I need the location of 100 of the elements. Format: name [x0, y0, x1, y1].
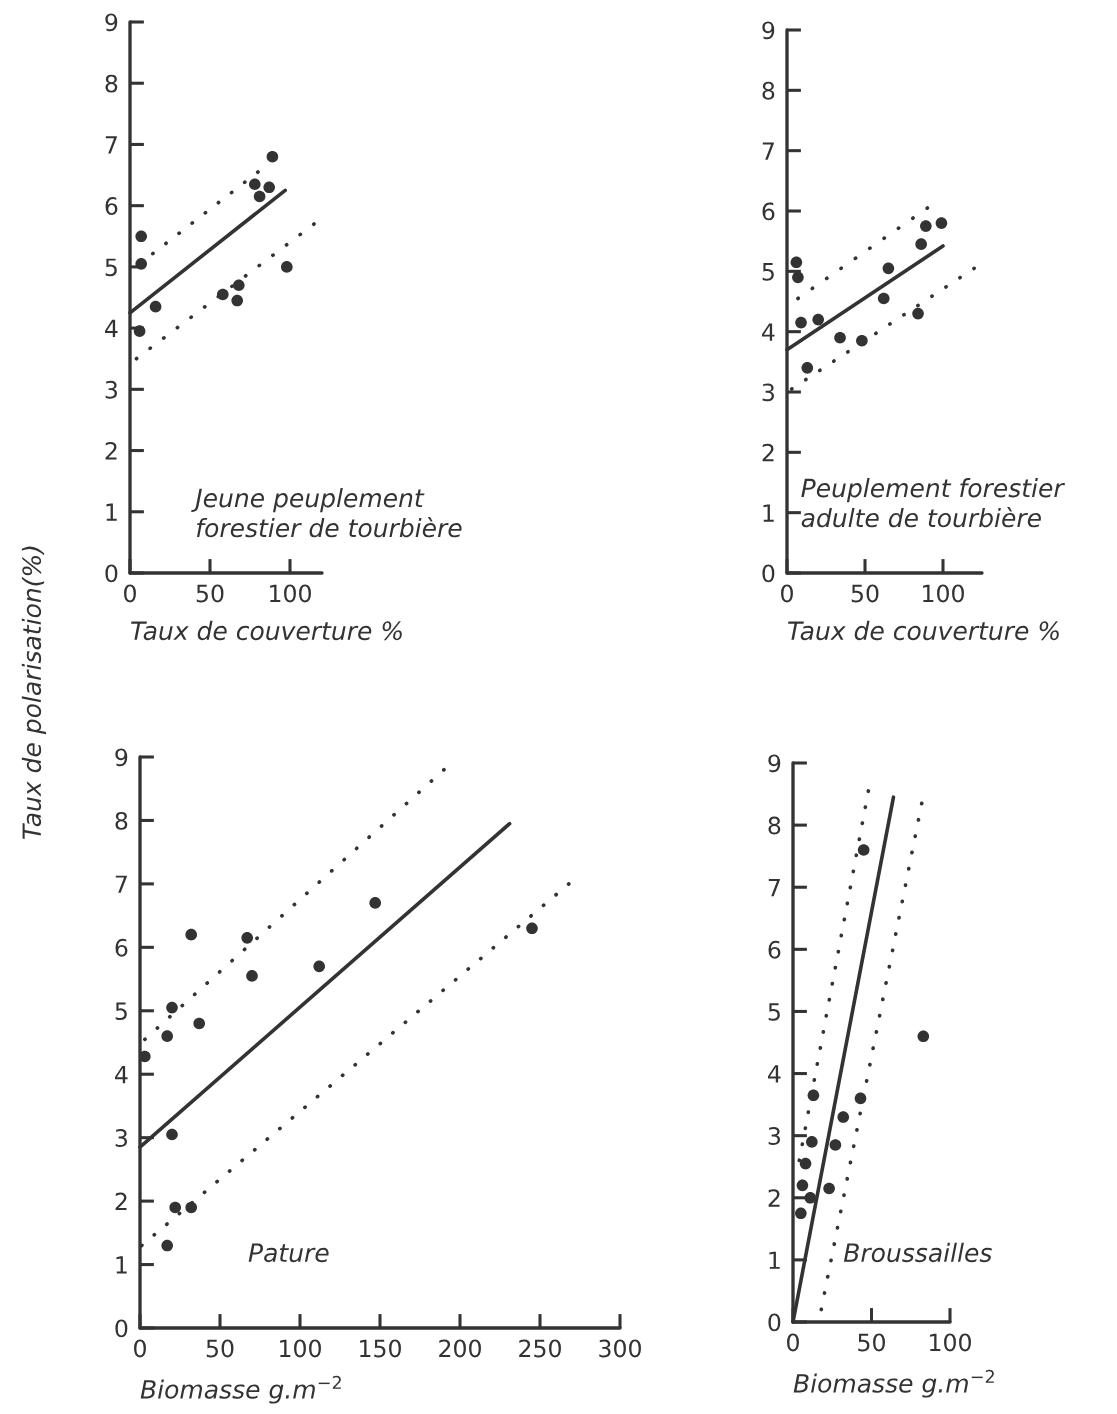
- point: [857, 844, 870, 856]
- annotation: Jeune peuplement forestier de tourbière: [191, 488, 462, 538]
- y-tick-label: 1: [763, 504, 774, 522]
- point: [790, 256, 803, 269]
- point: [166, 1001, 178, 1014]
- x-tick-label: 0: [781, 584, 793, 603]
- y-tick-label: 5: [105, 258, 117, 277]
- point: [193, 1017, 206, 1030]
- point: [856, 334, 868, 347]
- y-tick-label: 0: [105, 564, 118, 583]
- point: [369, 897, 382, 909]
- point: [313, 960, 326, 973]
- point: [231, 294, 244, 307]
- point: [149, 300, 162, 313]
- y-tick-label: 8: [762, 81, 775, 100]
- point: [133, 325, 146, 337]
- y-tick-label: 4: [115, 1065, 128, 1084]
- y-tick-label: 2: [768, 1189, 780, 1207]
- y-tick-label: 6: [105, 197, 118, 215]
- y-tick-label: 9: [115, 748, 128, 767]
- annotation: Peuplement forestier adulte de tourbière: [801, 478, 1065, 528]
- y-tick-label: 5: [762, 263, 774, 281]
- point: [246, 970, 258, 982]
- y-tick-label: 6: [762, 202, 775, 221]
- point: [912, 307, 924, 320]
- y-tick-label: 7: [105, 136, 117, 154]
- y-tick-label: 8: [105, 74, 118, 93]
- point: [854, 1092, 867, 1105]
- x-tick-label: 50: [851, 584, 879, 603]
- x-tick-label: 50: [196, 584, 224, 603]
- x-tick-label: 200: [439, 1339, 481, 1358]
- y-tick-label: 6: [115, 938, 128, 957]
- x-tick-label: 150: [360, 1339, 401, 1358]
- point: [935, 217, 948, 229]
- point: [915, 238, 927, 250]
- point: [161, 1030, 174, 1042]
- x-tick-label: 0: [787, 1333, 799, 1352]
- y-tick-label: 7: [768, 878, 780, 897]
- y-tick-label: 5: [768, 1003, 780, 1021]
- x-tick-label: 100: [930, 1333, 971, 1352]
- y-tick-label: 8: [768, 816, 781, 835]
- x-axis-title: Biomasse g.m$^{−2}$: [140, 1375, 341, 1404]
- point: [185, 928, 198, 941]
- annotation: Pature: [248, 1243, 329, 1263]
- point: [526, 922, 538, 935]
- point: [796, 1179, 809, 1192]
- point: [169, 1201, 182, 1214]
- x-tick-label: 100: [270, 584, 311, 603]
- y-tick-label: 2: [762, 443, 774, 462]
- y-tick-label: 6: [768, 940, 781, 959]
- point: [829, 1139, 842, 1151]
- point: [792, 271, 804, 284]
- y-tick-label: 1: [116, 1256, 127, 1274]
- x-tick-label: 50: [206, 1339, 234, 1358]
- point: [166, 1128, 178, 1141]
- x-axis-title: Taux de couverture %: [131, 620, 402, 641]
- y-axis-title: Taux de polarisation(%): [21, 546, 46, 839]
- y-tick-label: 3: [105, 380, 117, 399]
- point: [917, 1030, 930, 1043]
- point: [837, 1111, 850, 1123]
- point: [216, 288, 229, 301]
- point: [248, 178, 261, 191]
- point: [812, 313, 825, 326]
- x-axis-title: Biomasse g.m$^{−2}$: [793, 1369, 994, 1398]
- point: [806, 1136, 818, 1148]
- point: [823, 1182, 835, 1195]
- point: [241, 932, 254, 944]
- x-tick-label: 100: [923, 584, 964, 603]
- point: [280, 261, 293, 273]
- y-tick-label: 5: [115, 1002, 127, 1021]
- y-tick-label: 4: [768, 1065, 781, 1083]
- y-tick-label: 4: [105, 319, 118, 338]
- point: [135, 230, 148, 243]
- y-tick-label: 0: [115, 1319, 128, 1338]
- y-tick-label: 2: [105, 442, 117, 460]
- point: [807, 1089, 820, 1102]
- y-tick-label: 9: [768, 754, 781, 773]
- annotation: Broussailles: [843, 1242, 992, 1263]
- point: [232, 279, 245, 292]
- y-tick-label: 3: [115, 1129, 127, 1147]
- y-tick-label: 1: [106, 503, 117, 521]
- y-tick-label: 3: [768, 1127, 780, 1145]
- y-tick-label: 3: [762, 383, 774, 402]
- y-tick-label: 0: [768, 1313, 781, 1332]
- point: [135, 258, 148, 270]
- x-tick-label: 50: [858, 1333, 885, 1352]
- x-tick-label: 100: [280, 1339, 321, 1358]
- x-tick-label: 250: [519, 1339, 561, 1358]
- point: [834, 331, 846, 344]
- point: [804, 1191, 817, 1204]
- point: [799, 1157, 812, 1170]
- point: [185, 1201, 198, 1214]
- point: [882, 262, 895, 275]
- point: [263, 181, 276, 194]
- x-tick-label: 0: [134, 1339, 146, 1358]
- y-tick-label: 9: [105, 13, 118, 32]
- point: [266, 150, 279, 163]
- x-tick-label: 300: [599, 1339, 641, 1358]
- y-tick-label: 2: [115, 1192, 127, 1211]
- y-tick-label: 0: [762, 564, 775, 583]
